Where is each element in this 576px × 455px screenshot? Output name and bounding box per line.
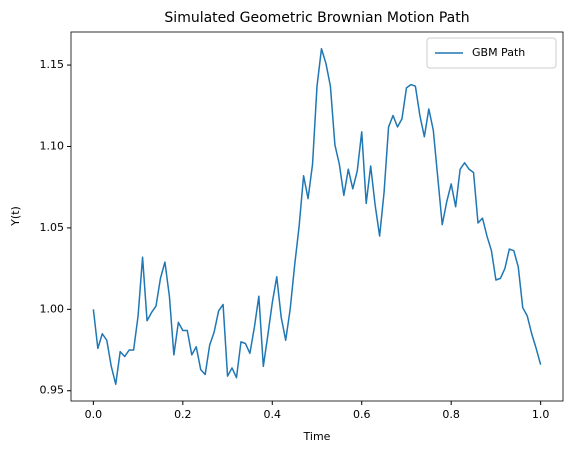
x-tick-label: 1.0 <box>532 408 550 421</box>
y-tick-label: 1.10 <box>40 139 65 152</box>
x-tick-label: 0.0 <box>85 408 103 421</box>
y-tick-label: 1.15 <box>40 58 65 71</box>
data-line <box>92 48 542 385</box>
y-tick-label: 1.00 <box>40 302 65 315</box>
axes-frame <box>70 31 564 402</box>
x-tick-label: 0.4 <box>264 408 282 421</box>
y-tick-label: 0.95 <box>40 384 65 397</box>
chart-title: Simulated Geometric Brownian Motion Path <box>164 10 469 26</box>
y-axis-label: Y(t) <box>9 206 22 227</box>
x-tick-label: 0.8 <box>442 408 460 421</box>
legend-label: GBM Path <box>472 46 525 59</box>
y-tick-label: 1.05 <box>40 221 65 234</box>
x-tick-label: 0.6 <box>353 408 371 421</box>
x-tick-label: 0.2 <box>174 408 192 421</box>
legend-box <box>426 37 557 69</box>
x-axis-label: Time <box>303 430 331 443</box>
